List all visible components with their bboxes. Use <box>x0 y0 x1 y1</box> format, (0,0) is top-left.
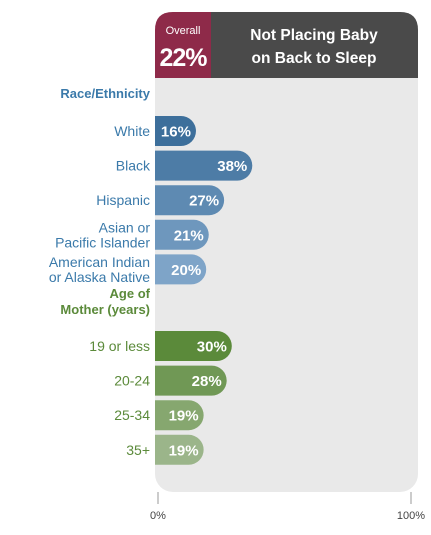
category-label-0-2-line-0: Hispanic <box>96 192 150 208</box>
bar-value-label-0-3: 21% <box>174 227 204 244</box>
bar-value-label-1-1: 28% <box>192 373 222 390</box>
title-box <box>211 12 418 78</box>
category-label-1-3-line-0: 35+ <box>126 442 150 458</box>
overall-label: Overall <box>166 25 201 37</box>
overall-value: 22% <box>159 44 207 72</box>
bar-value-label-1-2: 19% <box>169 408 199 425</box>
bar-0-3 <box>155 219 209 250</box>
bar-1-3 <box>155 434 204 465</box>
category-label-0-3-line-0: Asian or <box>99 219 151 235</box>
chart-title-line2: on Back to Sleep <box>252 50 377 67</box>
bar-value-label-0-1: 38% <box>217 158 247 175</box>
category-label-1-2-line-0: 25-34 <box>114 407 150 423</box>
bar-value-label-0-4: 20% <box>171 262 201 279</box>
bar-0-4 <box>155 254 207 285</box>
bar-value-label-1-3: 19% <box>169 442 199 459</box>
category-label-0-4-line-0: American Indian <box>49 254 150 270</box>
bar-1-1 <box>155 365 227 396</box>
bar-value-label-0-0: 16% <box>161 124 191 141</box>
section-heading-0-line-0: Race/Ethnicity <box>60 86 150 101</box>
bar-value-label-0-2: 27% <box>189 193 219 210</box>
bar-0-1 <box>155 150 253 181</box>
category-label-0-0-line-0: White <box>114 123 150 139</box>
bar-0-2 <box>155 185 225 216</box>
category-label-1-1-line-0: 20-24 <box>114 373 150 389</box>
x-tick-label-100: 100% <box>397 510 425 522</box>
x-tick-label-0: 0% <box>150 510 166 522</box>
bar-1-2 <box>155 400 204 431</box>
category-label-1-0-line-0: 19 or less <box>89 338 150 354</box>
section-heading-1-line-1: Mother (years) <box>60 302 150 317</box>
chart-title-line1: Not Placing Baby <box>250 27 378 44</box>
category-label-0-1-line-0: Black <box>116 158 151 174</box>
bar-1-0 <box>155 331 232 361</box>
category-label-0-3-line-1: Pacific Islander <box>55 234 150 250</box>
bar-rows: Race/Ethnicity 16% White 38% Black 27% Hispani… <box>49 86 253 465</box>
bar-value-label-1-0: 30% <box>197 339 227 356</box>
overall-box <box>155 12 211 78</box>
bar-0-0 <box>155 116 196 146</box>
section-heading-1-line-0: Age of <box>110 286 151 301</box>
category-label-0-4-line-1: or Alaska Native <box>49 269 150 285</box>
